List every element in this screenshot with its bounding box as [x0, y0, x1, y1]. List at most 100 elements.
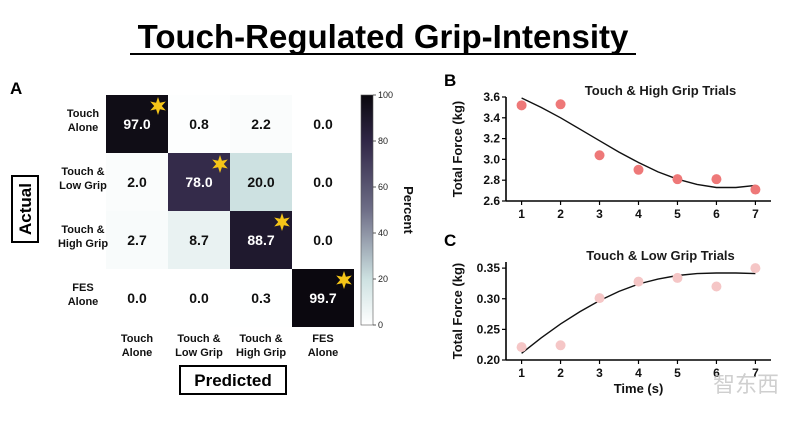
- row-label: Low Grip: [59, 180, 107, 192]
- y-tick-label: 0.35: [477, 261, 501, 275]
- column-label: Alone: [122, 347, 153, 359]
- heatmap-cell-value: 99.7: [309, 290, 336, 306]
- y-tick-label: 0.30: [477, 292, 501, 306]
- heatmap-cell-value: 0.0: [313, 174, 333, 190]
- panel-c-plot: C Touch & Low Grip Trials 0.20 0.25 0.30 0.35…: [444, 231, 771, 396]
- x-tick-label: 7: [752, 207, 759, 221]
- heatmap-cell: [230, 269, 292, 327]
- x-tick-label: 2: [557, 207, 564, 221]
- heatmap-cell-value: 20.0: [247, 174, 274, 190]
- column-label: Alone: [308, 347, 339, 359]
- data-point: [750, 184, 761, 195]
- colorbar-bar: [360, 94, 374, 326]
- heatmap-cell: [292, 95, 354, 153]
- x-tick-label: 1: [518, 207, 525, 221]
- column-label: FES: [312, 333, 333, 345]
- row-label: Alone: [68, 296, 99, 308]
- data-point: [750, 263, 761, 274]
- panel-b-plot: B Touch & High Grip Trials 2.6 2.8 3.0 3.2 3.4…: [444, 71, 771, 221]
- figure-title: Touch-Regulated Grip-Intensity: [138, 18, 629, 55]
- heatmap-cell-value: 88.7: [247, 232, 274, 248]
- heatmap-cell-value: 2.2: [251, 116, 271, 132]
- data-point: [594, 150, 605, 161]
- data-point: [555, 99, 566, 110]
- column-label: Touch: [121, 333, 153, 345]
- significance-star-icon: [336, 271, 352, 289]
- heatmap-cell: [168, 95, 230, 153]
- column-label: Low Grip: [175, 347, 223, 359]
- colorbar-tick-label: 100: [378, 90, 393, 100]
- panel-label: C: [444, 231, 456, 250]
- actual-axis-label: Actual: [16, 183, 35, 235]
- x-tick-label: 3: [596, 207, 603, 221]
- row-label: Touch: [67, 108, 99, 120]
- y-tick-label: 2.6: [483, 194, 500, 208]
- data-point: [516, 342, 527, 353]
- heatmap-cell-value: 78.0: [185, 174, 212, 190]
- y-axis-label: Total Force (kg): [450, 263, 465, 360]
- y-tick-label: 3.4: [483, 111, 500, 125]
- x-axis-label: Time (s): [614, 381, 664, 396]
- x-tick-label: 3: [596, 366, 603, 380]
- y-tick-label: 3.6: [483, 90, 500, 104]
- colorbar-tick-label: 60: [378, 182, 388, 192]
- data-point: [594, 293, 605, 304]
- colorbar: 0 20 40 60 80 100 Percent: [360, 90, 416, 330]
- panel-a-label: A: [10, 79, 22, 98]
- heatmap-cell-value: 0.3: [251, 290, 271, 306]
- heatmap-cell-value: 8.7: [189, 232, 209, 248]
- data-point: [672, 272, 683, 283]
- x-tick-label: 5: [674, 366, 681, 380]
- watermark-text: 智东西: [713, 373, 779, 398]
- heatmap-cell: [292, 153, 354, 211]
- data-point: [516, 100, 527, 111]
- heatmap-cell: [292, 211, 354, 269]
- heatmap-cell: [106, 269, 168, 327]
- colorbar-tick-label: 80: [378, 136, 388, 146]
- x-tick-label: 4: [635, 207, 642, 221]
- actual-label-frame: [11, 175, 39, 243]
- y-tick-label: 0.25: [477, 322, 501, 336]
- x-tick-label: 6: [713, 207, 720, 221]
- significance-star-icon: [212, 155, 228, 173]
- row-label: Touch &: [61, 166, 104, 178]
- plot-title: Touch & High Grip Trials: [585, 83, 736, 98]
- x-tick-label: 1: [518, 366, 525, 380]
- y-tick-label: 3.2: [483, 132, 500, 146]
- heatmap-cell: [106, 153, 168, 211]
- y-tick-label: 0.20: [477, 353, 501, 367]
- column-label: Touch &: [239, 333, 282, 345]
- row-label: Alone: [68, 122, 99, 134]
- heatmap-cell: [230, 153, 292, 211]
- predicted-label-frame: [179, 365, 287, 395]
- y-axis-label: Total Force (kg): [450, 101, 465, 198]
- significance-star-icon: [150, 97, 166, 115]
- y-tick-label: 2.8: [483, 173, 500, 187]
- heatmap-cell: [230, 95, 292, 153]
- row-label: Touch &: [61, 224, 104, 236]
- x-tick-label: 5: [674, 207, 681, 221]
- x-tick-label: 4: [635, 366, 642, 380]
- panel-label: B: [444, 71, 456, 90]
- data-point: [672, 174, 683, 185]
- column-label: Touch &: [177, 333, 220, 345]
- predicted-label-box: Predicted: [179, 365, 287, 395]
- x-tick-label: 6: [713, 366, 720, 380]
- y-tick-label: 3.0: [483, 152, 500, 166]
- column-label: High Grip: [236, 347, 286, 359]
- x-tick-label: 7: [752, 366, 759, 380]
- confusion-matrix: 97.0 0.8 2.2 0.0 2.0 78.0 20.0 0.0 2.7 8.7 88.7 0.0…: [58, 95, 354, 359]
- heatmap-cell: [168, 211, 230, 269]
- heatmap-cell-value: 2.0: [127, 174, 147, 190]
- row-label: High Grip: [58, 238, 108, 250]
- heatmap-cell-value: 97.0: [123, 116, 150, 132]
- trend-line: [521, 97, 756, 189]
- colorbar-label: Percent: [401, 186, 416, 234]
- data-point: [711, 174, 722, 185]
- x-tick-label: 2: [557, 366, 564, 380]
- heatmap-cell: [106, 211, 168, 269]
- heatmap-cell-value: 0.0: [313, 232, 333, 248]
- significance-star-icon: [274, 213, 290, 231]
- heatmap-cell: [168, 269, 230, 327]
